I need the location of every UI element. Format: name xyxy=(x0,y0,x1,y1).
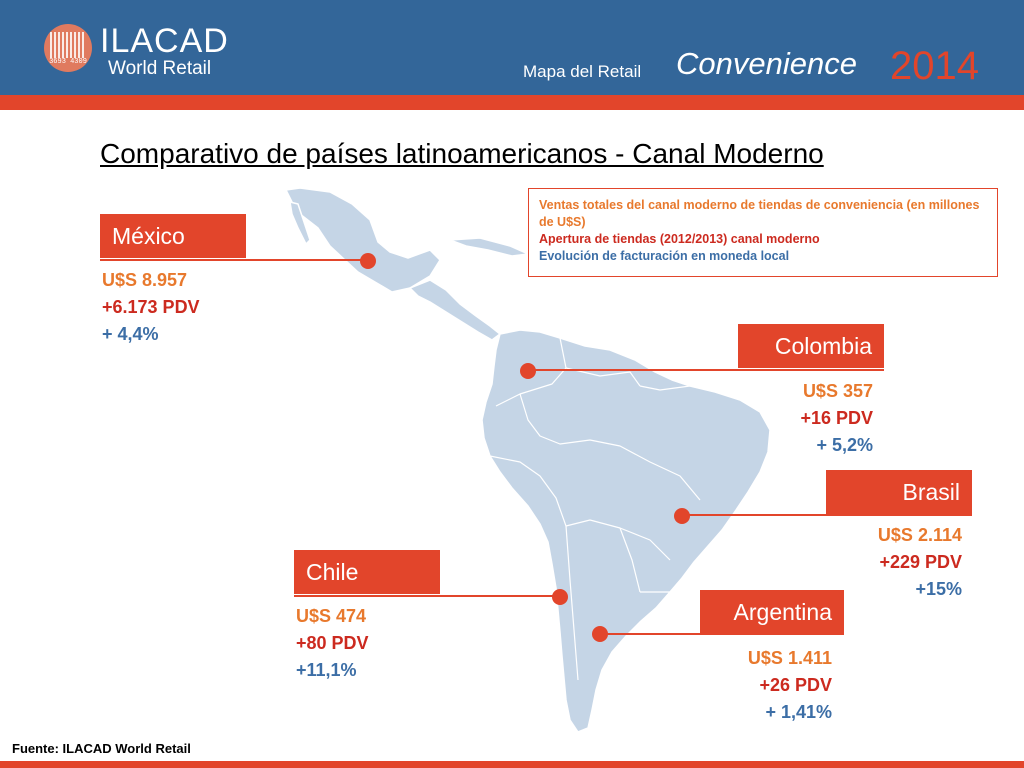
country-name: Brasil xyxy=(902,479,960,505)
growth-value: + 5,2% xyxy=(816,435,873,455)
legend-box: Ventas totales del canal moderno de tien… xyxy=(528,188,998,277)
legend-growth: Evolución de facturación en moneda local xyxy=(539,249,790,263)
country-name: Chile xyxy=(306,559,359,585)
indicator-line-colombia xyxy=(528,369,884,371)
country-name: México xyxy=(112,223,185,249)
latin-america-map xyxy=(285,187,771,733)
map-central-america xyxy=(409,279,501,341)
growth-value: +15% xyxy=(915,579,962,599)
report-year: 2014 xyxy=(890,44,979,88)
map-cuba xyxy=(449,237,529,257)
logo-subtitle: World Retail xyxy=(108,58,212,79)
map-marker-mexico xyxy=(360,253,376,269)
country-name: Argentina xyxy=(733,599,832,625)
indicator-line-chile xyxy=(294,595,560,597)
stores-value: +80 PDV xyxy=(296,633,369,653)
map-marker-chile xyxy=(552,589,568,605)
stats-chile: U$S 474 +80 PDV +11,1% xyxy=(296,603,369,684)
indicator-line-argentina xyxy=(600,633,844,635)
stats-brasil: U$S 2.114 +229 PDV +15% xyxy=(780,522,962,603)
growth-value: + 4,4% xyxy=(102,324,159,344)
stores-value: +6.173 PDV xyxy=(102,297,200,317)
sales-value: U$S 474 xyxy=(296,606,367,626)
source-note: Fuente: ILACAD World Retail xyxy=(12,741,191,756)
logo-name: ILACAD xyxy=(100,22,229,60)
footer-accent-stripe xyxy=(0,761,1024,768)
page-title: Comparativo de países latinoamericanos -… xyxy=(100,138,824,169)
country-label-mexico: México xyxy=(100,214,246,258)
stores-value: +16 PDV xyxy=(800,408,873,428)
growth-value: + 1,41% xyxy=(765,702,832,722)
country-label-argentina: Argentina xyxy=(700,590,844,634)
barcode-icon xyxy=(50,32,86,58)
country-name: Colombia xyxy=(774,333,872,359)
stores-value: +26 PDV xyxy=(759,675,832,695)
legend-stores: Apertura de tiendas (2012/2013) canal mo… xyxy=(539,232,820,246)
stores-value: +229 PDV xyxy=(879,552,962,572)
map-baja xyxy=(289,201,311,245)
legend-sales: Ventas totales del canal moderno de tien… xyxy=(539,198,980,229)
sales-value: U$S 8.957 xyxy=(102,270,188,290)
header-bar: 3693 4309 ILACAD World Retail Mapa del R… xyxy=(0,0,1024,95)
stats-mexico: U$S 8.957 +6.173 PDV + 4,4% xyxy=(102,267,200,348)
sales-value: U$S 2.114 xyxy=(877,525,962,545)
country-label-chile: Chile xyxy=(294,550,440,594)
report-title: Convenience xyxy=(676,46,857,81)
growth-value: +11,1% xyxy=(296,660,357,680)
indicator-line-brasil xyxy=(682,514,972,516)
map-marker-argentina xyxy=(592,626,608,642)
map-mexico xyxy=(285,187,441,293)
header-accent-stripe xyxy=(0,95,1024,110)
sales-value: U$S 357 xyxy=(802,381,873,401)
barcode-logo-icon: 3693 4309 xyxy=(44,24,92,72)
stats-colombia: U$S 357 +16 PDV + 5,2% xyxy=(700,378,873,459)
sales-value: U$S 1.411 xyxy=(747,648,832,668)
map-marker-colombia xyxy=(520,363,536,379)
map-marker-brasil xyxy=(674,508,690,524)
logo-code: 3693 4309 xyxy=(49,58,87,66)
stats-argentina: U$S 1.411 +26 PDV + 1,41% xyxy=(660,645,832,726)
country-label-colombia: Colombia xyxy=(738,324,884,368)
country-label-brasil: Brasil xyxy=(826,470,972,514)
indicator-line-mexico xyxy=(100,259,368,261)
report-label: Mapa del Retail xyxy=(523,62,642,81)
